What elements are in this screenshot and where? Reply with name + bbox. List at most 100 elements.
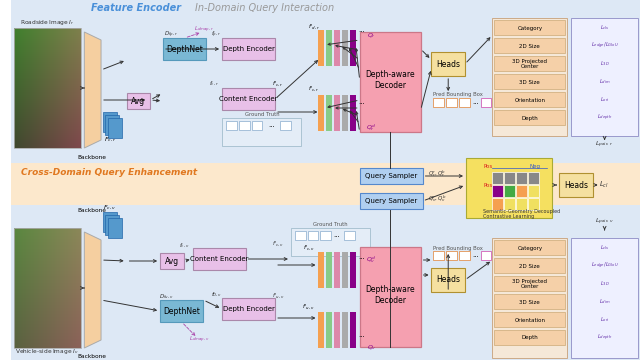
Text: 3D Size: 3D Size xyxy=(520,300,540,305)
FancyBboxPatch shape xyxy=(350,30,356,66)
FancyBboxPatch shape xyxy=(222,38,275,60)
Text: Neg: Neg xyxy=(530,163,541,168)
Text: $L_{3D}$: $L_{3D}$ xyxy=(600,59,609,68)
Text: Heads: Heads xyxy=(564,180,588,189)
Text: $L_{ori}$: $L_{ori}$ xyxy=(600,95,609,104)
FancyBboxPatch shape xyxy=(528,198,539,210)
Text: $F_{c,r}$: $F_{c,r}$ xyxy=(104,136,116,144)
Text: Ground Truth: Ground Truth xyxy=(245,112,280,117)
Text: 2D Size: 2D Size xyxy=(520,44,540,49)
FancyBboxPatch shape xyxy=(495,312,565,327)
FancyBboxPatch shape xyxy=(492,185,503,197)
Text: Category: Category xyxy=(517,26,543,31)
Text: Category: Category xyxy=(517,246,543,251)
FancyBboxPatch shape xyxy=(571,18,638,136)
FancyBboxPatch shape xyxy=(360,32,420,132)
Text: $L_{depth}$: $L_{depth}$ xyxy=(597,113,612,123)
FancyBboxPatch shape xyxy=(481,98,492,107)
Text: ...: ... xyxy=(268,122,275,128)
Text: DepthNet: DepthNet xyxy=(163,306,200,315)
FancyBboxPatch shape xyxy=(433,251,444,260)
Text: 3D Projected
Center: 3D Projected Center xyxy=(513,279,547,289)
FancyBboxPatch shape xyxy=(459,251,470,260)
Text: Content Encoder: Content Encoder xyxy=(190,256,248,262)
FancyBboxPatch shape xyxy=(495,74,565,89)
FancyBboxPatch shape xyxy=(492,238,567,358)
FancyBboxPatch shape xyxy=(308,231,318,240)
Text: $f'_{c,v}$: $f'_{c,v}$ xyxy=(272,240,284,248)
Text: $L_{dmap,r}$: $L_{dmap,r}$ xyxy=(195,25,214,35)
FancyBboxPatch shape xyxy=(350,312,356,348)
FancyBboxPatch shape xyxy=(504,185,515,197)
FancyBboxPatch shape xyxy=(291,228,369,256)
Text: Pred Bounding Box: Pred Bounding Box xyxy=(433,91,483,96)
FancyBboxPatch shape xyxy=(326,312,332,348)
Text: Vehicle-side Image $I_v$: Vehicle-side Image $I_v$ xyxy=(15,347,79,356)
FancyBboxPatch shape xyxy=(226,121,237,130)
Polygon shape xyxy=(84,232,101,348)
Text: Backbone: Backbone xyxy=(77,354,107,359)
FancyBboxPatch shape xyxy=(11,163,640,205)
Text: Depth: Depth xyxy=(522,116,538,121)
Text: ...: ... xyxy=(472,99,479,105)
FancyBboxPatch shape xyxy=(360,247,420,347)
FancyBboxPatch shape xyxy=(160,300,204,322)
FancyBboxPatch shape xyxy=(321,231,331,240)
Text: Pos: Pos xyxy=(484,183,493,188)
FancyBboxPatch shape xyxy=(495,20,565,35)
FancyBboxPatch shape xyxy=(127,93,150,109)
FancyBboxPatch shape xyxy=(481,251,492,260)
Text: $L_{dmap,v}$: $L_{dmap,v}$ xyxy=(189,335,209,345)
Text: $Q_r^d$: $Q_r^d$ xyxy=(367,123,376,134)
FancyBboxPatch shape xyxy=(344,231,355,240)
Text: Cross-Domain Query Enhancement: Cross-Domain Query Enhancement xyxy=(21,167,197,176)
FancyBboxPatch shape xyxy=(516,172,527,184)
Text: Avg: Avg xyxy=(131,96,145,105)
Text: Heads: Heads xyxy=(436,275,460,284)
FancyBboxPatch shape xyxy=(495,38,565,53)
FancyBboxPatch shape xyxy=(222,118,301,146)
Text: $f_{c,v}$: $f_{c,v}$ xyxy=(179,242,190,250)
Text: $Q_v^r, Q_v^b$: $Q_v^r, Q_v^b$ xyxy=(428,194,446,204)
Text: DepthNet: DepthNet xyxy=(166,45,203,54)
Text: $F_{c,v}$: $F_{c,v}$ xyxy=(104,204,116,212)
FancyBboxPatch shape xyxy=(516,198,527,210)
Text: Feature Encoder: Feature Encoder xyxy=(92,3,182,13)
Text: $f'_{u,v}$: $f'_{u,v}$ xyxy=(302,303,315,311)
Text: $f_{D,v}$: $f_{D,v}$ xyxy=(211,291,221,299)
FancyBboxPatch shape xyxy=(11,0,640,163)
FancyBboxPatch shape xyxy=(446,251,457,260)
Text: $L_{pair,r}$: $L_{pair,r}$ xyxy=(595,140,614,150)
Text: Depth-aware
Decoder: Depth-aware Decoder xyxy=(365,70,415,90)
FancyBboxPatch shape xyxy=(342,252,348,288)
FancyBboxPatch shape xyxy=(334,95,340,131)
FancyBboxPatch shape xyxy=(318,30,324,66)
FancyBboxPatch shape xyxy=(492,198,503,210)
Text: In-Domain Query Interaction: In-Domain Query Interaction xyxy=(195,3,334,13)
FancyBboxPatch shape xyxy=(222,298,275,320)
Text: Orientation: Orientation xyxy=(515,318,545,323)
Text: Depth Encoder: Depth Encoder xyxy=(223,46,275,52)
FancyBboxPatch shape xyxy=(466,158,552,218)
FancyBboxPatch shape xyxy=(431,268,465,292)
Polygon shape xyxy=(84,32,101,148)
Text: Semantic-Geometry Decoupled
Contrastive Learning: Semantic-Geometry Decoupled Contrastive … xyxy=(483,208,560,219)
FancyBboxPatch shape xyxy=(571,238,638,358)
FancyBboxPatch shape xyxy=(326,95,332,131)
Text: $L_{cls}$: $L_{cls}$ xyxy=(600,23,609,32)
FancyBboxPatch shape xyxy=(350,95,356,131)
Text: Depth-aware
Decoder: Depth-aware Decoder xyxy=(365,285,415,305)
FancyBboxPatch shape xyxy=(495,56,565,71)
Text: $f'_{u,v}$: $f'_{u,v}$ xyxy=(272,292,284,300)
Text: Backbone: Backbone xyxy=(77,154,107,159)
FancyBboxPatch shape xyxy=(106,215,119,235)
FancyBboxPatch shape xyxy=(495,258,565,273)
FancyBboxPatch shape xyxy=(108,118,122,138)
FancyBboxPatch shape xyxy=(504,198,515,210)
FancyBboxPatch shape xyxy=(295,231,306,240)
FancyBboxPatch shape xyxy=(334,30,340,66)
FancyBboxPatch shape xyxy=(528,185,539,197)
Text: Orientation: Orientation xyxy=(515,98,545,103)
Text: $L_{edge}/L_{GIoU}$: $L_{edge}/L_{GIoU}$ xyxy=(591,41,618,51)
FancyBboxPatch shape xyxy=(103,212,116,232)
